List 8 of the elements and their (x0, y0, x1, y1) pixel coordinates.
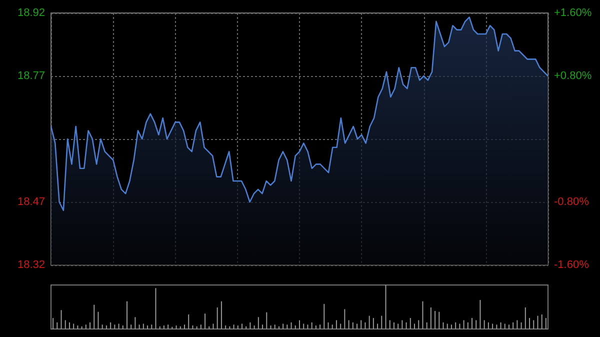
y2-tick-label: -1.60% (554, 259, 590, 271)
y-tick-label: 18.77 (17, 70, 45, 82)
y2-tick-label: +1.60% (554, 7, 592, 19)
y-tick-label: 18.92 (17, 7, 45, 19)
y-tick-label: 18.47 (17, 196, 45, 208)
y-tick-label: 18.32 (17, 259, 45, 271)
y2-tick-label: -0.80% (554, 196, 590, 208)
y2-tick-label: +0.80% (554, 70, 592, 82)
